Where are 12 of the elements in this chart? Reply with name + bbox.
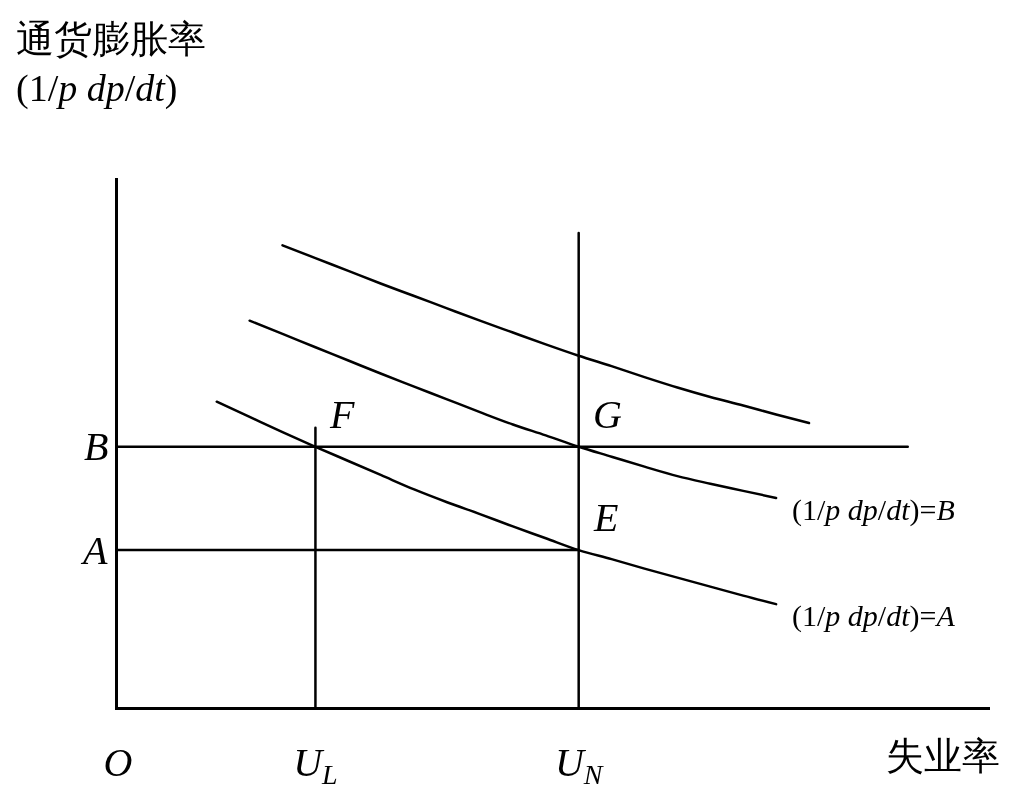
series-label: B xyxy=(84,424,109,469)
y-axis-title: 通货膨胀率 (1/p dp/dt) xyxy=(16,18,206,111)
x-tick-label: U$_{N}$ xyxy=(554,739,604,791)
annotation: G xyxy=(593,392,622,437)
series-label: A xyxy=(80,528,108,573)
series-label: (1/p dp/dt)=A xyxy=(792,599,956,633)
annotation: F xyxy=(329,392,355,437)
x-axis-title: 失业率 xyxy=(886,735,1000,777)
annotation: E xyxy=(593,495,619,540)
x-tick-label: U$_{L}$ xyxy=(293,739,338,791)
x-tick-label: O xyxy=(103,739,133,785)
series-label: (1/p dp/dt)=B xyxy=(792,493,955,527)
